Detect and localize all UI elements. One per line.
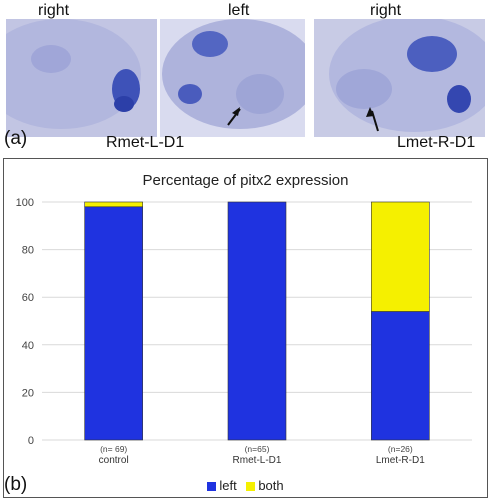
photo-label-lmet: Lmet-R-D1: [397, 134, 476, 151]
chart-title: Percentage of pitx2 expression: [142, 172, 349, 189]
bar-left-Lmet-R-D1: [371, 311, 430, 441]
n-label-Lmet-R-D1: (n=26): [388, 444, 413, 454]
bar-both-Lmet-R-D1: [371, 201, 430, 312]
embryo-photo-rmet: [160, 19, 305, 137]
side-label-left: left: [228, 2, 250, 19]
legend-item-left: left: [207, 478, 240, 493]
side-label-right-1: right: [38, 2, 70, 19]
bar-left-Rmet-L-D1: [227, 201, 287, 441]
photo-label-rmet: Rmet-L-D1: [106, 134, 185, 151]
x-tick-label-control: control: [99, 455, 129, 466]
embryo-photo-lmet: [314, 19, 485, 137]
chart-legend: left both: [0, 478, 491, 493]
y-tick-label-60: 60: [22, 292, 34, 304]
panel-letter-a: (a): [4, 128, 28, 149]
legend-label-both: both: [258, 478, 284, 493]
y-tick-label-80: 80: [22, 245, 34, 257]
y-tick-label-40: 40: [22, 340, 34, 352]
bar-left-control: [84, 206, 143, 441]
y-tick-label-0: 0: [28, 435, 34, 447]
x-tick-label-Lmet-R-D1: Lmet-R-D1: [376, 455, 425, 466]
y-tick-label-100: 100: [16, 197, 34, 209]
y-tick-label-20: 20: [22, 387, 34, 399]
side-label-right-2: right: [370, 2, 402, 19]
legend-swatch-left: [207, 482, 217, 491]
x-tick-label-Rmet-L-D1: Rmet-L-D1: [233, 455, 282, 466]
legend-item-both: both: [246, 478, 284, 493]
n-label-control: (n= 69): [100, 444, 127, 454]
bar-both-control: [84, 201, 143, 208]
n-label-Rmet-L-D1: (n=65): [245, 444, 270, 454]
panel-letter-b: (b): [4, 474, 28, 495]
legend-swatch-both: [246, 482, 256, 491]
legend-label-left: left: [219, 478, 237, 493]
embryo-photo-control: [6, 19, 157, 137]
